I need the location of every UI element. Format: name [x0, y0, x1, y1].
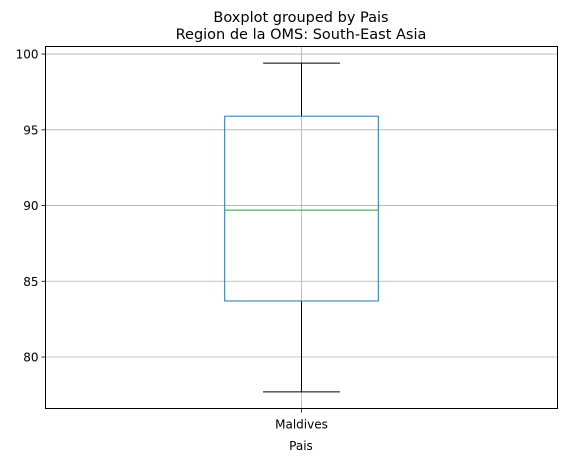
- x-axis: Maldives: [275, 408, 328, 432]
- box-group: [224, 62, 379, 393]
- y-axis: 80 85 90 95 100: [16, 48, 46, 365]
- y-tick-label: 95: [23, 123, 38, 137]
- x-axis-label: Pais: [289, 439, 313, 453]
- y-tick-label: 90: [23, 199, 38, 213]
- chart-suptitle: Boxplot grouped by Pais: [213, 10, 388, 26]
- y-tick-label: 80: [23, 351, 38, 365]
- box-iqr: [224, 115, 379, 302]
- x-tick-label: Maldives: [275, 418, 328, 432]
- y-tick-label: 85: [23, 275, 38, 289]
- chart-title: Region de la OMS: South-East Asia: [176, 27, 427, 43]
- y-tick-label: 100: [16, 48, 39, 62]
